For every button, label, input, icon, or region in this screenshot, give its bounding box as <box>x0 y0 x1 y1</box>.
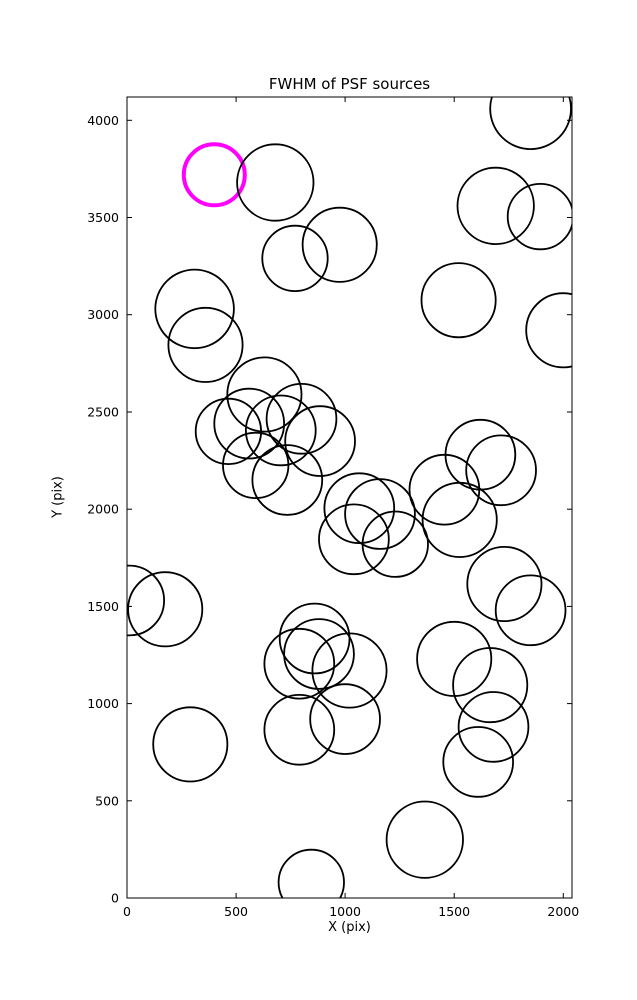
y-tick-label: 3500 <box>87 210 119 225</box>
source-circle <box>442 726 515 798</box>
x-tick-label: 500 <box>224 904 248 919</box>
data-layer <box>127 97 572 898</box>
source-circle <box>152 706 229 783</box>
source-circle <box>344 478 416 550</box>
x-tick-label: 1000 <box>329 904 361 919</box>
x-tick-label: 2000 <box>547 904 579 919</box>
source-circle <box>323 472 396 545</box>
source-circle <box>408 453 481 526</box>
source-circle <box>277 848 345 898</box>
source-circle <box>452 647 529 724</box>
source-circle <box>236 143 315 222</box>
y-tick-label: 3000 <box>87 307 119 322</box>
source-circle <box>457 691 530 763</box>
source-circle <box>416 620 493 697</box>
source-circle <box>309 683 381 755</box>
source-circle <box>284 405 356 477</box>
source-circle <box>127 564 165 637</box>
source-circle <box>283 618 355 690</box>
source-circle <box>465 434 537 507</box>
source-circle <box>265 382 338 455</box>
source-circle <box>194 397 262 465</box>
source-circle <box>311 632 388 709</box>
source-circle <box>421 481 498 558</box>
y-tick-label: 1000 <box>87 696 119 711</box>
source-circle <box>213 387 285 460</box>
chart-title: FWHM of PSF sources <box>268 75 431 93</box>
source-circle <box>244 394 317 467</box>
source-circle <box>318 503 390 576</box>
y-tick-label: 2000 <box>87 502 119 517</box>
source-circle <box>263 693 336 766</box>
y-tick-label: 500 <box>95 793 119 808</box>
x-tick-label: 1500 <box>438 904 470 919</box>
y-tick-label: 1500 <box>87 599 119 614</box>
source-circle <box>506 183 572 251</box>
source-circle <box>127 571 204 648</box>
y-tick-label: 2500 <box>87 405 119 420</box>
source-circle <box>226 356 303 433</box>
source-circle <box>278 602 351 675</box>
source-circle <box>301 206 378 283</box>
y-tick-label: 0 <box>111 891 119 906</box>
source-circle <box>385 800 464 879</box>
source-circle <box>456 166 535 245</box>
source-circle <box>525 292 572 369</box>
source-circle <box>251 444 324 516</box>
x-tick-label: 0 <box>123 904 131 919</box>
highlighted-source-circle <box>181 142 247 208</box>
source-circle <box>167 306 244 383</box>
source-circle <box>154 268 235 350</box>
source-circle <box>444 418 517 491</box>
x-axis-label: X (pix) <box>328 920 371 935</box>
y-tick-label: 4000 <box>87 113 119 128</box>
source-circle <box>263 627 336 700</box>
source-circle <box>261 224 329 292</box>
source-circle <box>361 510 429 578</box>
source-circle <box>466 546 543 623</box>
axes-frame <box>126 96 573 899</box>
source-circle <box>420 262 497 339</box>
source-circle <box>494 574 567 647</box>
source-circle <box>489 97 572 150</box>
source-circle <box>222 431 290 499</box>
